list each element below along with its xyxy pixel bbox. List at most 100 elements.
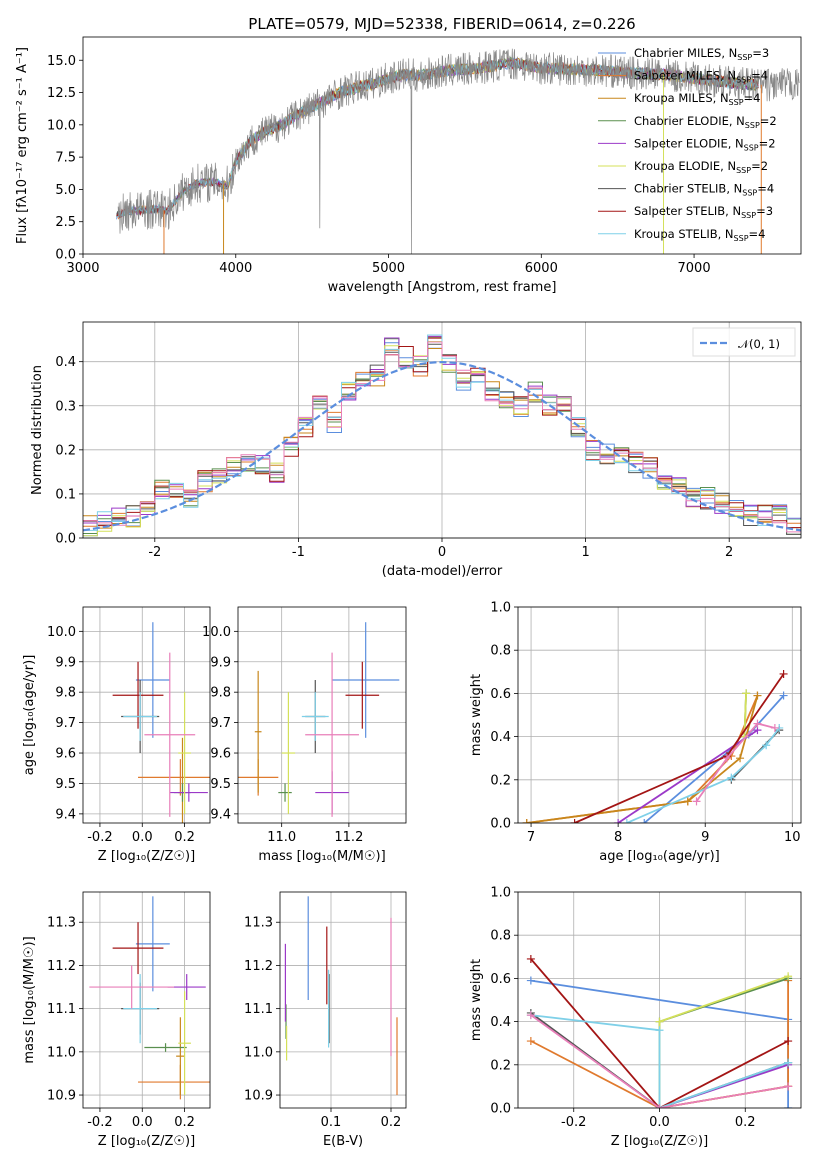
- legend-label-sub: SSP: [734, 234, 749, 243]
- axes-frame: [517, 606, 802, 824]
- y-tick-label: 9.5: [210, 777, 231, 792]
- weight-line: [530, 1014, 789, 1108]
- axes-mass-vs-Z: -0.2 0.0 0.2 10.9 11.0 11.1 11.2 11.3 Z [log₁₀(Z…: [22, 891, 211, 1149]
- y-axis-label: mass weight: [469, 674, 484, 756]
- legend-label-suffix: =4: [749, 227, 766, 241]
- weight-line: [658, 975, 789, 1108]
- legend-label-suffix: =4: [744, 91, 761, 105]
- legend-label-text: Kroupa STELIB, N: [634, 227, 734, 241]
- weight-marker: [526, 1037, 535, 1046]
- plot-area: [89, 896, 210, 1100]
- y-tick-label: 12.5: [47, 86, 76, 101]
- weight-marker: [727, 773, 736, 782]
- weight-marker: [784, 1037, 793, 1046]
- legend-label-text: Salpeter MILES, N: [634, 69, 736, 83]
- x-axis-label: age [log₁₀(age/yr)]: [599, 849, 720, 864]
- weight-marker: [784, 972, 793, 981]
- weight-marker: [683, 797, 692, 806]
- legend-label-sub: SSP: [741, 211, 756, 220]
- x-tick-label: -0.2: [561, 1115, 586, 1130]
- axes-frame: [237, 606, 407, 824]
- y-tick-label: 10.0: [202, 625, 231, 640]
- weight-line: [617, 729, 758, 823]
- legend-label-suffix: =3: [752, 46, 769, 60]
- axes-frame: [82, 321, 802, 539]
- y-tick-label: 5.0: [55, 183, 76, 198]
- x-axis-label: Z [log₁₀(Z/Z☉)]: [98, 1134, 195, 1149]
- legend-label-suffix: =2: [759, 136, 776, 150]
- x-axis-label: (data-model)/error: [382, 564, 503, 579]
- chart-title: PLATE=0579, MJD=52338, FIBERID=0614, z=0…: [248, 15, 635, 33]
- y-axis-label: Flux [fλ10⁻¹⁷ erg cm⁻² s⁻¹ A⁻¹]: [15, 47, 30, 244]
- axes-spectrum: 3000 4000 5000 6000 7000 0.0 2.5 5.0 7.5 10.0 12.5…: [15, 15, 802, 295]
- plot-area: [112, 622, 210, 823]
- legend-label-suffix: =4: [757, 182, 774, 196]
- y-tick-label: 10.9: [244, 1089, 273, 1104]
- legend-label-text: Chabrier STELIB, N: [634, 182, 742, 196]
- weight-line: [526, 695, 759, 823]
- axes-massweight-vs-Z: -0.2 0.0 0.2 0.0 0.2 0.4 0.6 0.8 1.0 Z [log₁₀(Z/Z…: [469, 886, 802, 1149]
- y-tick-label: 11.2: [47, 959, 76, 974]
- axes-age-vs-mass: 11.0 11.2 9.4 9.5 9.6 9.7 9.8 9.9 10.0 mass [log₁…: [202, 606, 407, 864]
- plot-area: [116, 48, 800, 254]
- x-tick-label: 0.2: [174, 1115, 195, 1130]
- axes-frame: [82, 606, 211, 824]
- x-tick-label: -0.2: [87, 1115, 112, 1130]
- weight-marker: [692, 797, 701, 806]
- axes-frame: [517, 891, 802, 1109]
- legend-label-sub: SSP: [729, 98, 744, 107]
- plot-area: [83, 334, 801, 537]
- x-tick-label: 0: [438, 545, 446, 560]
- weight-line: [530, 958, 789, 1108]
- weight-marker: [736, 754, 745, 763]
- legend-label-text: Chabrier ELODIE, N: [634, 114, 745, 128]
- y-tick-label: 0.0: [55, 532, 76, 547]
- y-tick-label: 0.4: [490, 730, 511, 745]
- x-tick-label: -0.2: [87, 830, 112, 845]
- x-axis-label: wavelength [Angstrom, rest frame]: [328, 280, 557, 295]
- y-tick-label: 9.4: [210, 807, 231, 822]
- y-axis-label: age [log₁₀(age/yr)]: [22, 655, 37, 776]
- x-axis-label: E(B-V): [323, 1134, 363, 1149]
- legend-label-suffix: =4: [751, 69, 768, 83]
- y-tick-label: 10.0: [47, 625, 76, 640]
- x-tick-label: 2: [725, 545, 733, 560]
- weight-marker: [784, 1082, 793, 1091]
- x-tick-label: 3000: [66, 261, 99, 276]
- weight-line: [658, 977, 789, 1108]
- x-tick-label: 7000: [678, 261, 711, 276]
- x-tick-label: 0.0: [132, 830, 153, 845]
- y-tick-label: 11.3: [47, 916, 76, 931]
- y-tick-label: 10.9: [47, 1089, 76, 1104]
- weight-line: [695, 722, 776, 802]
- axes-massweight-vs-age: 7 8 9 10 0.0 0.2 0.4 0.6 0.8 1.0 age [log₁₀(age/yr…: [469, 601, 802, 864]
- y-axis-label: mass weight: [469, 959, 484, 1041]
- y-tick-label: 9.5: [55, 777, 76, 792]
- plot-area: [526, 954, 793, 1108]
- y-tick-label: 11.2: [244, 959, 273, 974]
- y-tick-label: 9.8: [55, 686, 76, 701]
- weight-marker: [770, 723, 779, 732]
- y-tick-label: 9.6: [210, 747, 231, 762]
- y-axis-label: mass [log₁₀(M/M☉)]: [22, 936, 37, 1063]
- x-tick-label: 0.1: [321, 1115, 342, 1130]
- legend-label: 𝒩(0, 1): [738, 337, 780, 351]
- weight-marker: [753, 691, 762, 700]
- legend-label-text: Kroupa ELODIE, N: [634, 159, 736, 173]
- weight-marker: [722, 754, 731, 763]
- y-tick-label: 0.3: [55, 399, 76, 414]
- y-tick-label: 11.1: [47, 1002, 76, 1017]
- legend-label-sub: SSP: [742, 189, 757, 198]
- y-tick-label: 0.8: [490, 929, 511, 944]
- weight-marker: [526, 976, 535, 985]
- axes-mass-vs-EBV: 0.1 0.2 10.9 11.0 11.1 11.2 11.3 E(B-V): [244, 891, 407, 1149]
- weight-marker: [742, 689, 751, 698]
- weight-marker: [655, 1017, 664, 1026]
- plot-area: [284, 896, 398, 1096]
- x-tick-label: 0.0: [132, 1115, 153, 1130]
- y-tick-label: 0.2: [490, 773, 511, 788]
- weight-marker: [762, 741, 771, 750]
- x-tick-label: 5000: [372, 261, 405, 276]
- legend-label-suffix: =2: [751, 159, 768, 173]
